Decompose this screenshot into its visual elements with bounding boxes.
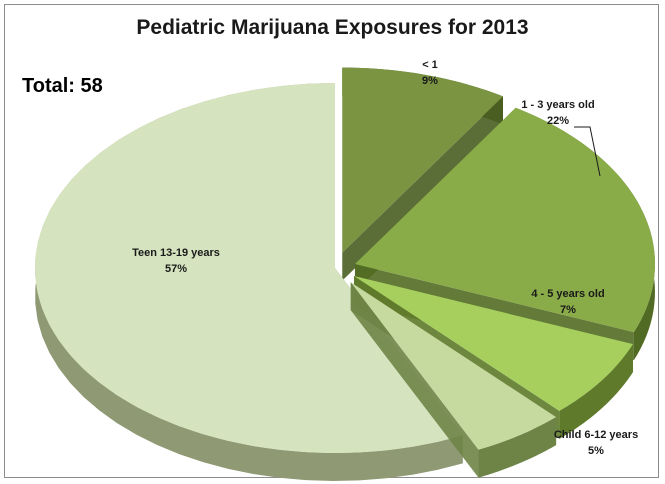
slice-percent-child-6-12: 5% [588,445,604,457]
slice-label-child-6-12: Child 6-12 years [554,429,638,441]
slice-label-under-1: < 1 [422,59,438,71]
pie-slice-child-6-12 [350,282,557,478]
slice-percent-age-1-3: 22% [547,115,569,127]
pie-slice-under-1 [342,67,504,281]
chart-title: Pediatric Marijuana Exposures for 2013 [136,16,529,39]
total-annotation: Total: 58 [22,75,103,97]
slice-percent-age-4-5: 7% [560,304,576,316]
slice-percent-teen-13-19: 57% [165,263,187,275]
slice-label-age-4-5: 4 - 5 years old [531,288,604,300]
slice-label-age-1-3: 1 - 3 years old [521,99,594,111]
leader-line-age-1-3 [574,126,601,177]
slice-percent-under-1: 9% [422,75,438,87]
slice-label-teen-13-19: Teen 13-19 years [132,247,220,259]
